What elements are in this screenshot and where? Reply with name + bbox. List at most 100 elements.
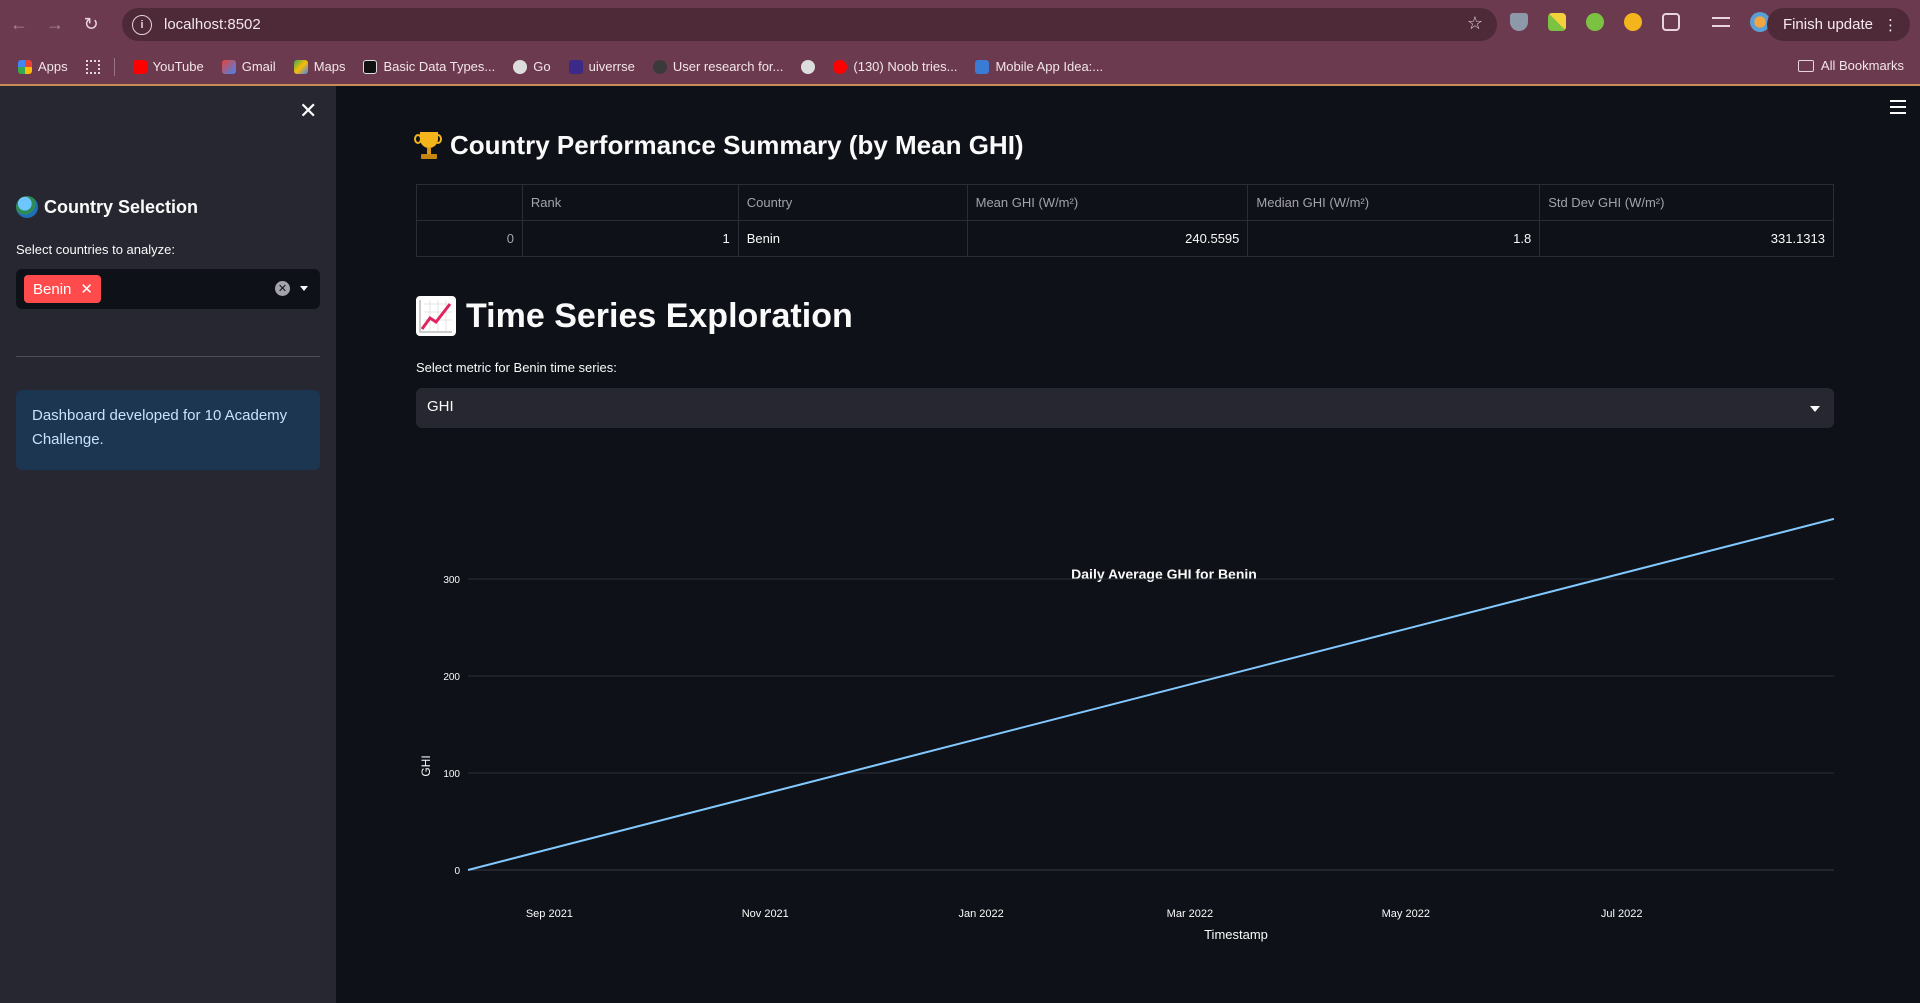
x-tick-label: Sep 2021 xyxy=(526,908,573,920)
chart-grid xyxy=(468,578,1834,871)
media-control-icon[interactable] xyxy=(1712,17,1730,27)
bookmark-item[interactable] xyxy=(801,59,816,74)
gmail-icon xyxy=(221,59,236,74)
column-header[interactable]: Median GHI (W/m²) xyxy=(1247,184,1541,221)
coin-extension-icon[interactable] xyxy=(1624,13,1642,31)
bookmark-item[interactable]: Mobile App Idea:... xyxy=(975,59,1103,74)
extensions-area xyxy=(1510,12,1770,32)
y-axis-ticks: 0 100 200 300 xyxy=(443,575,460,877)
forward-icon[interactable]: → xyxy=(46,14,64,34)
all-bookmarks-button[interactable]: All Bookmarks xyxy=(1797,58,1904,73)
bookmark-star-icon[interactable]: ☆ xyxy=(1466,13,1483,33)
bookmark-label: Gmail xyxy=(241,59,276,74)
reload-icon[interactable]: ↻ xyxy=(83,14,99,34)
country-tag[interactable]: Benin ✕ xyxy=(24,275,101,303)
rank-cell[interactable]: 1 xyxy=(521,220,739,257)
chevron-down-icon[interactable] xyxy=(300,286,308,291)
chart-increasing-icon xyxy=(416,296,456,336)
bookmark-item[interactable]: Maps xyxy=(293,59,346,74)
table-row: 0 1 Benin 240.5595 1.8 331.1313 xyxy=(416,220,1834,257)
github-icon xyxy=(801,59,816,74)
bookmark-label: Go xyxy=(533,59,551,74)
timeseries-heading: Time Series Exploration xyxy=(416,296,853,336)
column-header[interactable]: Rank xyxy=(521,184,739,221)
column-header[interactable]: Mean GHI (W/m²) xyxy=(966,184,1249,221)
metric-selectbox[interactable]: GHI xyxy=(416,388,1834,428)
address-bar[interactable]: i localhost:8502 ☆ xyxy=(122,8,1497,41)
std-ghi-cell[interactable]: 331.1313 xyxy=(1539,220,1834,257)
row-index[interactable]: 0 xyxy=(416,220,523,257)
column-header[interactable]: Std Dev GHI (W/m²) xyxy=(1539,184,1834,221)
bookmark-label: User research for... xyxy=(672,59,784,74)
youtube-icon xyxy=(132,59,147,74)
summary-heading: Country Performance Summary (by Mean GHI… xyxy=(414,130,1024,161)
main-content: Country Performance Summary (by Mean GHI… xyxy=(336,86,1920,1003)
x-tick-label: May 2022 xyxy=(1382,908,1430,920)
url-text[interactable]: localhost:8502 xyxy=(164,16,261,33)
loading-bar xyxy=(0,84,1920,86)
y-tick-label: 0 xyxy=(454,866,460,877)
notion-icon xyxy=(363,59,378,74)
chevron-down-icon xyxy=(1810,406,1820,412)
info-box: Dashboard developed for 10 Academy Chall… xyxy=(16,390,320,470)
series-line xyxy=(467,517,1835,871)
y-tick-label: 100 xyxy=(443,769,460,780)
browser-toolbar: ← → ↻ i localhost:8502 ☆ Finish update ⋮ xyxy=(0,0,1920,49)
sidebar-heading-text: Country Selection xyxy=(44,196,199,217)
chart-svg[interactable]: Daily Average GHI for Benin GHI Timestam… xyxy=(416,456,1835,956)
bookmark-item[interactable]: uiverrse xyxy=(568,59,635,74)
bookmark-item[interactable]: Apps xyxy=(18,59,68,74)
site-info-icon[interactable]: i xyxy=(132,14,152,35)
sidebar-divider xyxy=(16,356,320,357)
column-header[interactable]: Country xyxy=(737,184,968,221)
shield-extension-icon[interactable] xyxy=(1510,13,1528,31)
globe-icon xyxy=(16,196,38,218)
apps-grid-icon xyxy=(18,59,32,74)
bookmark-item[interactable]: Basic Data Types... xyxy=(363,59,495,74)
timeseries-chart[interactable]: Daily Average GHI for Benin GHI Timestam… xyxy=(416,456,1835,956)
tab-groups-icon[interactable] xyxy=(85,59,100,74)
github-icon xyxy=(513,59,528,74)
x-tick-label: Jul 2022 xyxy=(1601,908,1643,920)
y-axis-label: GHI xyxy=(419,755,433,776)
clear-all-icon[interactable]: ✕ xyxy=(275,281,290,296)
bookmark-item[interactable]: YouTube xyxy=(132,59,204,74)
x-tick-label: Nov 2021 xyxy=(742,908,789,920)
chart-title: Daily Average GHI for Benin xyxy=(1071,566,1257,582)
sidebar-heading: Country Selection xyxy=(16,196,198,218)
bookmark-item[interactable]: Gmail xyxy=(221,59,276,74)
metric-select-label: Select metric for Benin time series: xyxy=(416,360,617,375)
remove-tag-icon[interactable]: ✕ xyxy=(80,281,93,298)
ux-research-icon xyxy=(652,59,667,74)
back-icon[interactable]: ← xyxy=(10,14,28,34)
folder-icon xyxy=(1797,59,1814,72)
hamburger-menu-icon[interactable] xyxy=(1890,100,1906,118)
table-header-row: Rank Country Mean GHI (W/m²) Median GHI … xyxy=(416,184,1834,221)
stats-extension-icon[interactable] xyxy=(1548,13,1566,31)
country-cell[interactable]: Benin xyxy=(737,220,968,257)
finish-update-button[interactable]: Finish update ⋮ xyxy=(1766,8,1910,41)
puzzle-extension-icon[interactable] xyxy=(1662,13,1680,31)
country-multiselect[interactable]: Benin ✕ ✕ xyxy=(16,269,320,309)
profile-avatar-icon[interactable] xyxy=(1750,12,1770,32)
plus-extension-icon[interactable] xyxy=(1586,13,1604,31)
bookmark-label: Apps xyxy=(38,59,68,74)
bookmark-item[interactable]: (130) Noob tries... xyxy=(833,59,957,74)
bookmark-label: Maps xyxy=(313,59,346,74)
summary-title: Country Performance Summary (by Mean GHI… xyxy=(450,130,1024,160)
mean-ghi-cell[interactable]: 240.5595 xyxy=(966,220,1249,257)
selected-metric: GHI xyxy=(427,398,454,415)
bookmark-label: uiverrse xyxy=(588,59,635,74)
bookmark-label: (130) Noob tries... xyxy=(853,59,958,74)
bookmark-label: YouTube xyxy=(152,59,204,74)
uiverse-icon xyxy=(568,59,583,74)
x-axis-label: Timestamp xyxy=(1204,927,1268,942)
close-icon[interactable]: ✕ xyxy=(299,98,318,123)
x-axis-ticks: Sep 2021 Nov 2021 Jan 2022 Mar 2022 May 2022… xyxy=(526,908,1643,920)
chart-series xyxy=(467,517,1835,871)
bookmark-item[interactable]: Go xyxy=(513,59,551,74)
bookmark-item[interactable]: User research for... xyxy=(652,59,784,74)
median-ghi-cell[interactable]: 1.8 xyxy=(1247,220,1541,257)
column-header[interactable] xyxy=(416,184,523,221)
youtube-icon xyxy=(833,59,848,74)
